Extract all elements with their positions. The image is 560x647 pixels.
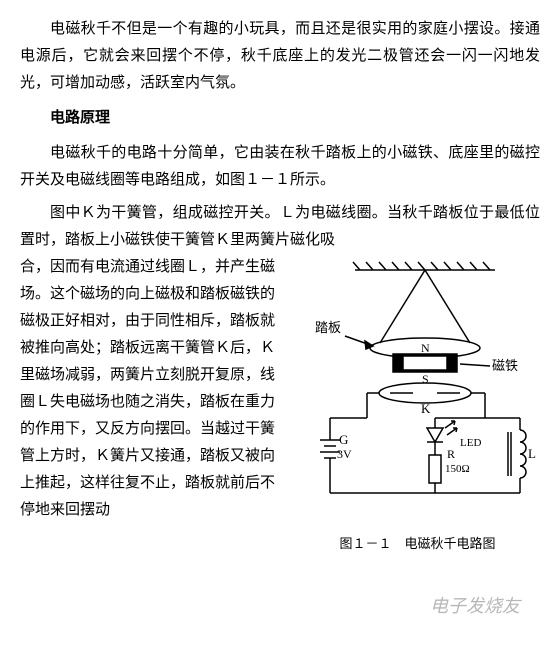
label-g: G: [339, 432, 348, 447]
two-column-region: 合，因而有电流通过线圈Ｌ，并产生磁场。这个磁场的向上磁极和踏板磁铁的磁极正好相对…: [20, 254, 540, 555]
label-r-val: 150Ω: [445, 463, 470, 475]
label-g-volt: 3V: [337, 447, 352, 461]
label-pedal: 踏板: [315, 320, 341, 335]
figure-caption: 图１－１ 电磁秋千电路图: [295, 532, 540, 555]
paragraph-3-rest: 合，因而有电流通过线圈Ｌ，并产生磁场。这个磁场的向上磁极和踏板磁铁的磁极正好相对…: [20, 254, 275, 524]
label-led: LED: [460, 437, 481, 449]
circuit-diagram: 踏板 磁铁 N S K G 3V R 150Ω LED L: [295, 258, 540, 518]
paragraph-2: 电磁秋千的电路十分简单，它由装在秋千踏板上的小磁铁、底座里的磁控开关及电磁线圈等…: [20, 140, 540, 194]
label-r: R: [447, 447, 455, 461]
label-s: S: [422, 372, 429, 386]
intro-paragraph: 电磁秋千不但是一个有趣的小玩具，而且还是很实用的家庭小摆设。接通电源后，它就会来…: [20, 16, 540, 97]
paragraph-3-lead: 图中Ｋ为干簧管，组成磁控开关。Ｌ为电磁线圈。当秋千踏板位于最低位置时，踏板上小磁…: [20, 200, 540, 254]
figure-column: 踏板 磁铁 N S K G 3V R 150Ω LED L 图１－１ 电磁秋千电…: [295, 258, 540, 555]
section-title: 电路原理: [20, 105, 540, 132]
label-l: L: [528, 446, 536, 461]
left-text-column: 合，因而有电流通过线圈Ｌ，并产生磁场。这个磁场的向上磁极和踏板磁铁的磁极正好相对…: [20, 254, 275, 524]
watermark-text: 电子发烧友: [430, 590, 520, 622]
label-n: N: [421, 341, 430, 355]
label-k: K: [421, 401, 431, 416]
label-magnet: 磁铁: [492, 358, 518, 373]
